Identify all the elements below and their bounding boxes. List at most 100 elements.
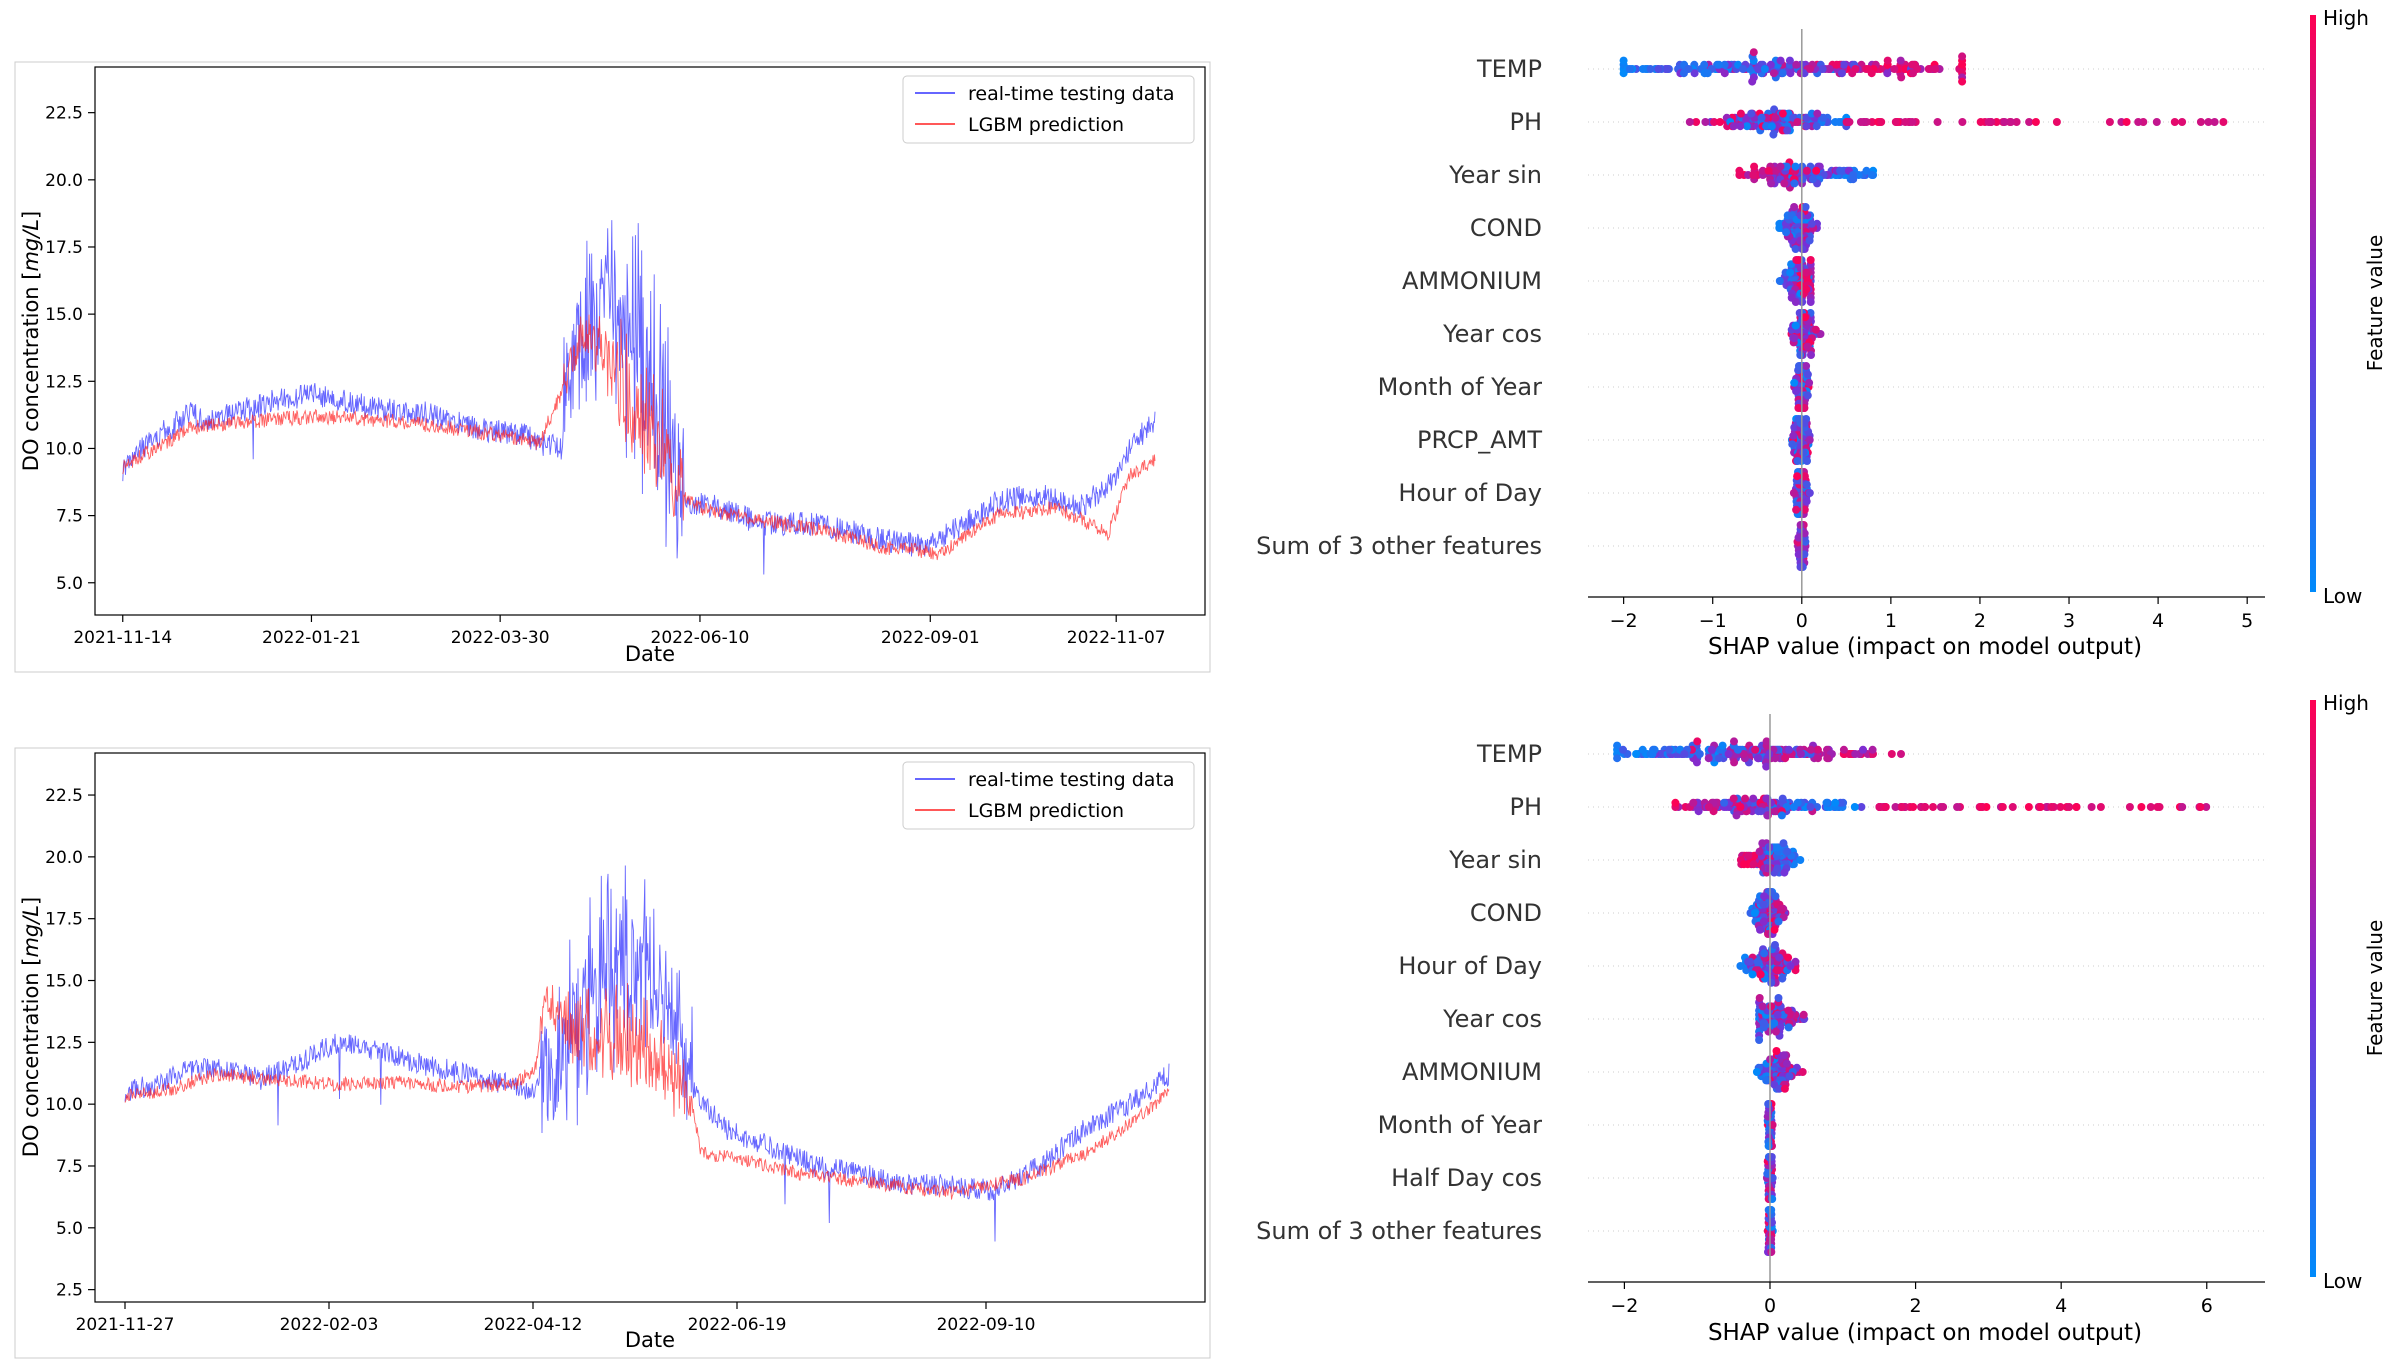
- shap-point: [1736, 803, 1745, 811]
- shap-point: [1718, 741, 1727, 750]
- shap-point: [1931, 65, 1940, 73]
- x-tick-label: 2022-11-07: [1067, 628, 1166, 648]
- shap-point: [1769, 69, 1778, 78]
- shap-point: [1762, 762, 1771, 771]
- feature-gridlines: [1588, 68, 2265, 547]
- shap-point: [1803, 370, 1812, 379]
- shap-point: [1802, 268, 1811, 277]
- x-tick-label: 2021-11-27: [76, 1315, 175, 1335]
- feature-gridlines: [1588, 753, 2265, 1232]
- shap-points: [1619, 48, 2228, 571]
- shap-point: [1783, 126, 1792, 135]
- shap-point: [2204, 118, 2213, 126]
- shap-point: [1998, 803, 2007, 811]
- legend-label-predicted: LGBM prediction: [968, 114, 1124, 136]
- shap-point: [1794, 404, 1803, 412]
- shap-point: [1786, 962, 1795, 970]
- colorbar-gradient: [2310, 15, 2316, 592]
- shap-point: [1772, 966, 1781, 975]
- shap-point: [1716, 118, 1724, 126]
- shap-point: [1778, 69, 1787, 78]
- legend-label-observed: real-time testing data: [968, 769, 1175, 791]
- x-tick-label: 2022-06-10: [651, 628, 750, 648]
- shap-point: [1767, 1248, 1776, 1256]
- shap-point: [1648, 750, 1657, 758]
- shap-point: [1877, 118, 1886, 126]
- shap-point: [1783, 847, 1792, 856]
- shap-point: [1777, 811, 1786, 820]
- shap-point: [1749, 171, 1758, 179]
- shap-point: [1757, 807, 1765, 816]
- shap-point: [2146, 803, 2155, 811]
- y-tick-label: 10.0: [45, 439, 83, 459]
- shap-point: [1778, 974, 1787, 983]
- y-tick-label: 7.5: [56, 507, 83, 527]
- shap-point: [1778, 109, 1787, 118]
- shap-point: [1632, 750, 1641, 758]
- shap-point: [1799, 1010, 1808, 1019]
- shap-point: [1770, 1019, 1779, 1028]
- shap-point: [1767, 1206, 1776, 1214]
- shap-point: [1908, 118, 1917, 126]
- shap-point: [2052, 118, 2061, 126]
- feature-label: Hour of Day: [1398, 479, 1542, 507]
- shap-point: [1798, 175, 1807, 184]
- timeseries-chart-2: 2.5 5.0 7.5 10.0 12.5 15.0 17.5 20.0 22.5 2021-1…: [14, 747, 1211, 1359]
- x-tick-label: 0: [1796, 610, 1808, 632]
- shap-point: [1775, 277, 1784, 285]
- shap-point: [1807, 109, 1816, 118]
- shap-point: [1771, 807, 1780, 816]
- shap-point: [1796, 856, 1805, 864]
- feature-label: Year cos: [1442, 1005, 1542, 1033]
- shap-point: [2056, 803, 2065, 811]
- shap-point: [2219, 118, 2228, 126]
- x-tick-label: 1: [1885, 610, 1897, 632]
- shap-point: [1992, 118, 2001, 126]
- shap-point: [1851, 750, 1860, 758]
- shap-point: [1788, 440, 1797, 449]
- shap-point: [1958, 77, 1967, 86]
- shap-point: [1766, 888, 1775, 896]
- shap-point: [1638, 745, 1647, 754]
- shap-point: [1764, 1142, 1773, 1150]
- shap-point: [1790, 179, 1799, 188]
- shap-point: [1813, 109, 1822, 118]
- colorbar-title: Feature value: [2363, 920, 2387, 1057]
- shap-point: [1741, 794, 1750, 803]
- shap-point: [1773, 1010, 1782, 1019]
- shap-point: [2196, 803, 2205, 811]
- shap-point: [1765, 864, 1774, 873]
- shap-point: [1755, 1036, 1764, 1044]
- shap-point: [1793, 118, 1802, 126]
- shap-point: [1739, 65, 1747, 73]
- legend: real-time testing data LGBM prediction: [902, 75, 1195, 144]
- shap-point: [2012, 118, 2021, 126]
- x-axis-ticks: 2021-11-14 2022-01-21 2022-03-30 2022-06-10…: [73, 615, 1166, 648]
- shap-point: [1887, 750, 1896, 758]
- shap-point: [1823, 754, 1832, 763]
- feature-label: Month of Year: [1378, 1111, 1543, 1139]
- y-axis-ticks: 2.5 5.0 7.5 10.0 12.5 15.0 17.5 20.0 22.5: [45, 786, 95, 1301]
- shap-point: [1754, 65, 1763, 73]
- shap-point: [1845, 118, 1854, 126]
- y-tick-label: 7.5: [56, 1157, 83, 1177]
- chart-frame: [14, 61, 1211, 673]
- shap-point: [1690, 69, 1699, 78]
- shap-point: [1776, 56, 1785, 65]
- colorbar: High Low Feature value: [2310, 691, 2387, 1293]
- shap-point: [1780, 1084, 1789, 1093]
- shap-point: [1638, 65, 1647, 73]
- shap-point: [1806, 745, 1815, 754]
- shap-beeswarm-chart-2: TEMP PH Year sin COND Hour of Day Year cos AMM…: [1256, 691, 2387, 1346]
- shap-point: [1814, 754, 1822, 763]
- shap-point: [1646, 65, 1655, 73]
- shap-point: [2122, 118, 2131, 126]
- shap-point: [1864, 65, 1873, 73]
- shap-point: [1891, 118, 1900, 126]
- shap-point: [2125, 803, 2134, 811]
- shap-point: [1613, 754, 1622, 763]
- shap-point: [1755, 847, 1764, 856]
- y-tick-label: 15.0: [45, 972, 83, 992]
- shap-point: [1748, 970, 1757, 979]
- series-observed-line: [122, 220, 1156, 575]
